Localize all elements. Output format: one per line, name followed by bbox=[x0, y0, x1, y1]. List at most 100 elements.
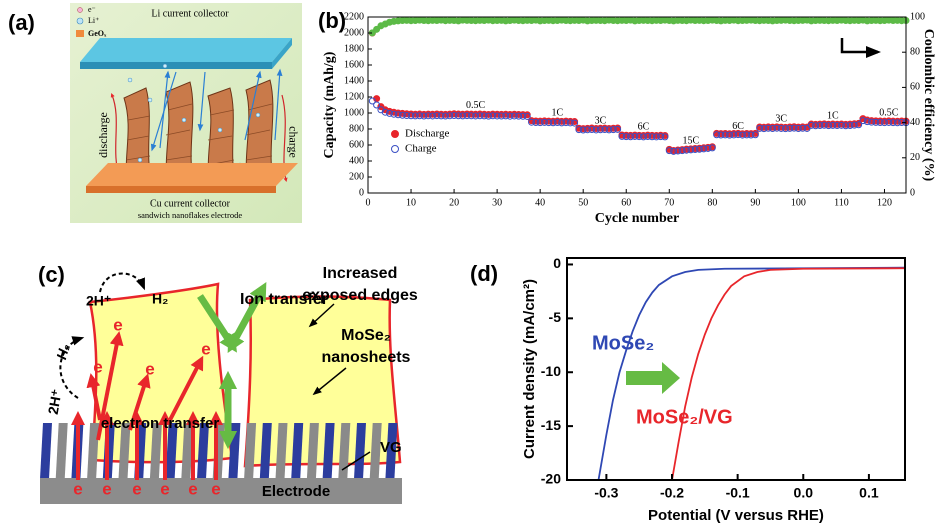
x-tick-label: 100 bbox=[791, 197, 806, 208]
data-point bbox=[532, 119, 540, 127]
data-point bbox=[420, 112, 428, 120]
annotation: nanosheets bbox=[322, 349, 411, 366]
data-point bbox=[609, 126, 617, 134]
data-point bbox=[738, 131, 746, 139]
data-point bbox=[381, 108, 389, 116]
rate-label: 1C bbox=[827, 110, 839, 121]
data-point bbox=[820, 121, 828, 129]
data-point bbox=[450, 111, 458, 119]
data-point bbox=[833, 122, 841, 130]
li-plate-edge bbox=[272, 38, 292, 69]
data-point bbox=[411, 112, 419, 120]
data-point bbox=[691, 146, 699, 154]
annotation: H₂ bbox=[152, 291, 168, 307]
y-tick-label: 1200 bbox=[344, 91, 364, 102]
data-point bbox=[407, 112, 415, 120]
legend-label: Li⁺ bbox=[88, 16, 99, 25]
legend-label: GeOₓ bbox=[88, 29, 107, 38]
vg-sheet bbox=[165, 423, 178, 479]
y2-tick-label: 100 bbox=[910, 11, 925, 22]
data-point bbox=[850, 121, 858, 129]
li-plate-edge bbox=[80, 62, 272, 69]
data-point bbox=[575, 126, 583, 134]
electron-label: e bbox=[113, 315, 122, 334]
x-axis-title: Potential (V versus RHE) bbox=[648, 507, 824, 524]
electron-label: e bbox=[73, 479, 82, 498]
y-tick-label: 200 bbox=[349, 171, 364, 182]
x-tick-label: 50 bbox=[578, 197, 588, 208]
data-point bbox=[764, 124, 772, 132]
data-point bbox=[863, 118, 871, 126]
panel-c: (c) Electrode 2H⁺ H₂ Ion transfer Increa… bbox=[38, 262, 418, 504]
vg-sheet bbox=[385, 423, 398, 479]
y-axis-title: Current density (mA/cm²) bbox=[521, 279, 538, 459]
data-point bbox=[584, 126, 592, 134]
y-tick-label: 0 bbox=[359, 187, 364, 198]
plate-label: Cu current collector bbox=[150, 198, 231, 209]
x-tick-label: 10 bbox=[406, 197, 416, 208]
annotation: VG bbox=[380, 439, 402, 456]
data-point bbox=[708, 144, 716, 152]
electron-label: e bbox=[160, 479, 169, 498]
vg-sheet bbox=[275, 423, 288, 479]
legend-label: Discharge bbox=[405, 128, 450, 140]
vg-sheet bbox=[149, 423, 162, 479]
y2-tick-label: 80 bbox=[910, 46, 920, 57]
plot-frame bbox=[566, 257, 906, 481]
data-point bbox=[433, 112, 441, 120]
data-point bbox=[876, 119, 884, 127]
data-point bbox=[528, 118, 536, 126]
data-point bbox=[769, 125, 777, 133]
data-point bbox=[872, 118, 880, 126]
shift-arrow bbox=[626, 362, 680, 394]
vg-sheet bbox=[338, 423, 351, 479]
data-point bbox=[476, 112, 484, 120]
panel-label: (d) bbox=[470, 261, 498, 286]
data-point bbox=[545, 119, 553, 127]
y-tick-label: -20 bbox=[541, 471, 561, 487]
data-line bbox=[597, 266, 906, 481]
data-point bbox=[485, 112, 493, 120]
series-label: MoSe₂/VG bbox=[636, 406, 733, 428]
y-tick-label: 1600 bbox=[344, 59, 364, 70]
data-point bbox=[523, 112, 531, 120]
data-point bbox=[463, 112, 471, 120]
data-point bbox=[730, 131, 738, 139]
y-tick-label: 600 bbox=[349, 139, 364, 150]
y-tick-label: 1400 bbox=[344, 75, 364, 86]
plate-label: Li current collector bbox=[151, 8, 229, 19]
data-point bbox=[510, 112, 518, 120]
data-point bbox=[592, 126, 600, 134]
x-tick-label: -0.1 bbox=[726, 485, 750, 501]
rate-label: 1C bbox=[552, 107, 564, 118]
data-point bbox=[549, 119, 557, 127]
data-point bbox=[373, 101, 381, 109]
y2-tick-label: 20 bbox=[910, 152, 920, 163]
data-point bbox=[700, 145, 708, 153]
data-point bbox=[773, 124, 781, 132]
data-point bbox=[846, 121, 854, 129]
data-point bbox=[661, 133, 669, 141]
data-point bbox=[618, 132, 626, 140]
electron-label: e bbox=[145, 359, 154, 378]
data-point bbox=[807, 121, 815, 129]
data-point bbox=[506, 112, 514, 120]
ion-arrows bbox=[197, 282, 267, 450]
y-tick-label: 2000 bbox=[344, 27, 364, 38]
axis-pointer bbox=[840, 38, 881, 58]
data-point bbox=[588, 125, 596, 133]
electron-label: e bbox=[201, 339, 210, 358]
x-tick-label: 60 bbox=[621, 197, 631, 208]
data-point bbox=[682, 146, 690, 154]
annotation: Increased bbox=[323, 265, 398, 282]
data-point bbox=[743, 131, 751, 139]
data-point bbox=[424, 112, 432, 120]
data-point bbox=[627, 133, 635, 141]
data-point bbox=[398, 111, 406, 119]
data-point bbox=[368, 97, 376, 105]
data-point bbox=[678, 147, 686, 155]
flake bbox=[165, 81, 195, 187]
data-point bbox=[829, 121, 837, 129]
